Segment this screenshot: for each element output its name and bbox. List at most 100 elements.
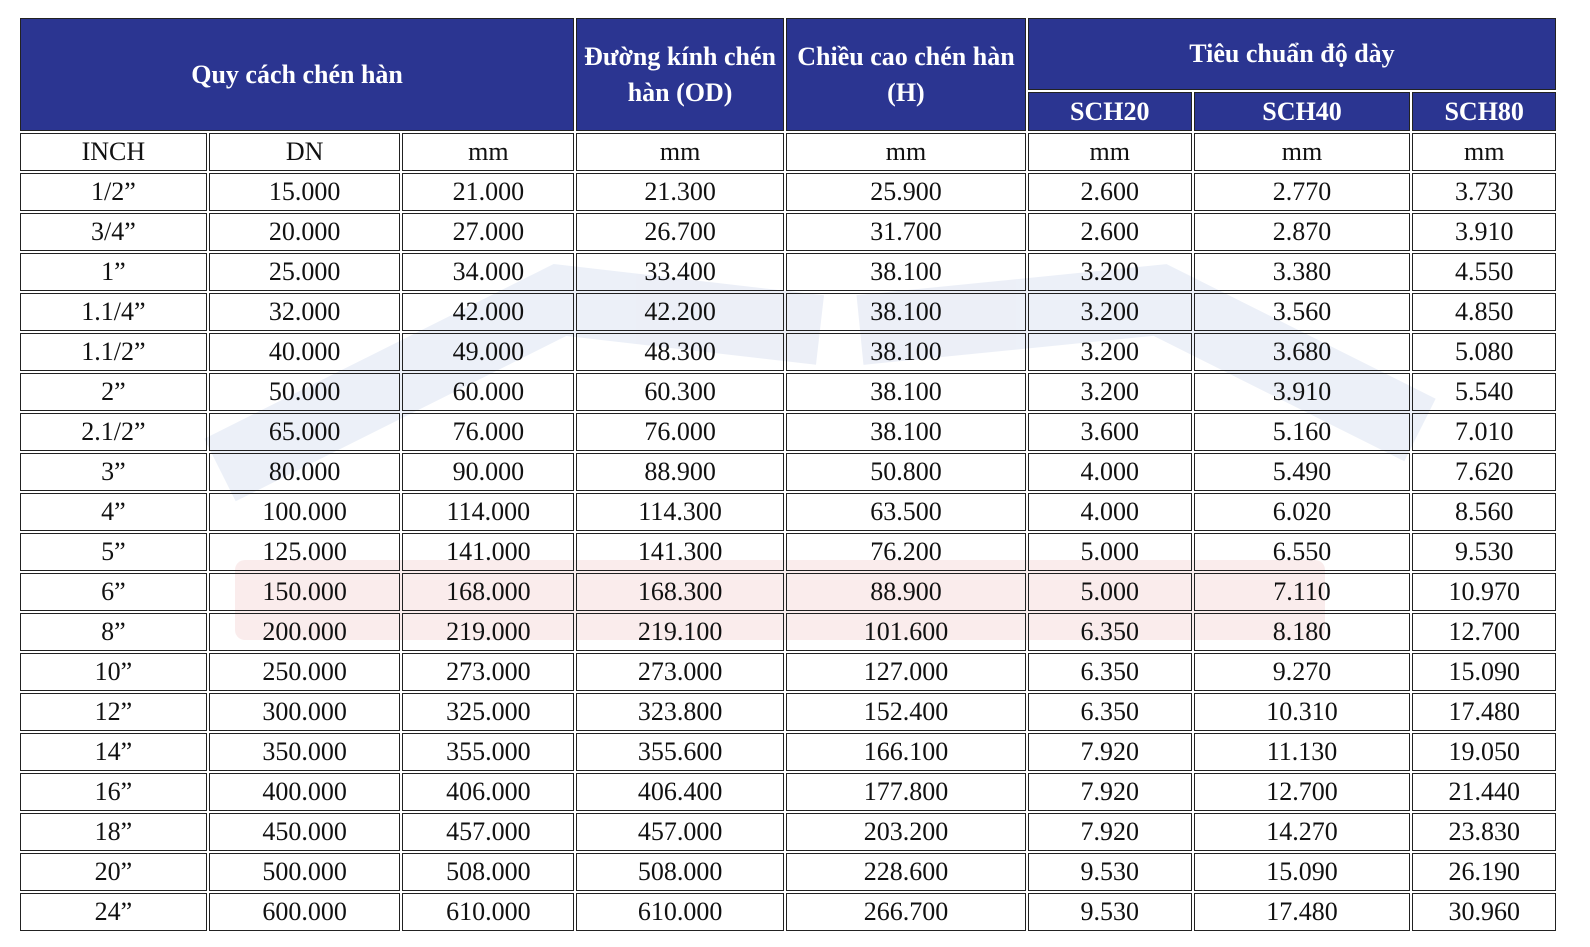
table-cell: 273.000 — [402, 653, 575, 691]
table-cell: 15.090 — [1193, 853, 1411, 891]
table-cell: 14.270 — [1193, 813, 1411, 851]
table-cell: 168.300 — [576, 573, 784, 611]
table-cell: 4” — [20, 493, 207, 531]
table-cell: 450.000 — [208, 813, 401, 851]
header-cap-height: Chiều cao chén hàn (H) — [785, 18, 1026, 131]
table-cell: 228.600 — [785, 853, 1026, 891]
table-cell: 3.910 — [1193, 373, 1411, 411]
table-cell: 5.490 — [1193, 453, 1411, 491]
table-cell: 20” — [20, 853, 207, 891]
table-cell: 7.920 — [1027, 733, 1192, 771]
table-cell: 5.160 — [1193, 413, 1411, 451]
table-cell: 9.530 — [1027, 853, 1192, 891]
table-cell: 406.400 — [576, 773, 784, 811]
header-sch40: SCH40 — [1193, 92, 1411, 131]
table-cell: 2.600 — [1027, 173, 1192, 211]
table-cell: 3/4” — [20, 213, 207, 251]
table-cell: 3” — [20, 453, 207, 491]
table-cell: 34.000 — [402, 253, 575, 291]
table-cell: 2.870 — [1193, 213, 1411, 251]
table-cell: 20.000 — [208, 213, 401, 251]
table-cell: 31.700 — [785, 213, 1026, 251]
table-cell: 6” — [20, 573, 207, 611]
table-cell: 21.000 — [402, 173, 575, 211]
table-cell: 42.000 — [402, 293, 575, 331]
table-cell: 38.100 — [785, 373, 1026, 411]
table-cell: 49.000 — [402, 333, 575, 371]
header-sch20: SCH20 — [1027, 92, 1192, 131]
table-row: 4” 100.000 114.000 114.300 63.500 4.000 6.020 8… — [20, 493, 1556, 531]
table-cell: 266.700 — [785, 893, 1026, 931]
table-cell: 19.050 — [1412, 733, 1556, 771]
header-spec: Quy cách chén hàn — [20, 18, 575, 131]
table-row: 1” 25.000 34.000 33.400 38.100 3.200 3.380 4.55… — [20, 253, 1556, 291]
table-cell: 88.900 — [785, 573, 1026, 611]
table-cell: 5.000 — [1027, 533, 1192, 571]
table-cell: 9.270 — [1193, 653, 1411, 691]
table-cell: 3.560 — [1193, 293, 1411, 331]
table-row: 5” 125.000 141.000 141.300 76.200 5.000 6.550 9… — [20, 533, 1556, 571]
unit-cell: DN — [208, 133, 401, 171]
table-cell: 4.850 — [1412, 293, 1556, 331]
table-cell: 11.130 — [1193, 733, 1411, 771]
table-cell: 9.530 — [1027, 893, 1192, 931]
table-cell: 50.000 — [208, 373, 401, 411]
table-cell: 508.000 — [576, 853, 784, 891]
table-cell: 60.000 — [402, 373, 575, 411]
unit-cell: mm — [1027, 133, 1192, 171]
unit-cell: mm — [402, 133, 575, 171]
table-cell: 8.560 — [1412, 493, 1556, 531]
table-cell: 21.300 — [576, 173, 784, 211]
table-cell: 152.400 — [785, 693, 1026, 731]
table-cell: 27.000 — [402, 213, 575, 251]
table-cell: 38.100 — [785, 293, 1026, 331]
table-cell: 1/2” — [20, 173, 207, 211]
table-cell: 2.770 — [1193, 173, 1411, 211]
table-cell: 15.090 — [1412, 653, 1556, 691]
unit-cell: mm — [1193, 133, 1411, 171]
unit-cell: mm — [785, 133, 1026, 171]
units-row: INCH DN mm mm mm mm mm mm — [20, 133, 1556, 171]
table-cell: 38.100 — [785, 333, 1026, 371]
table-cell: 127.000 — [785, 653, 1026, 691]
table-cell: 7.010 — [1412, 413, 1556, 451]
table-row: 2.1/2” 65.000 76.000 76.000 38.100 3.600 5.160… — [20, 413, 1556, 451]
table-cell: 14” — [20, 733, 207, 771]
table-cell: 610.000 — [576, 893, 784, 931]
table-cell: 25.000 — [208, 253, 401, 291]
table-cell: 3.200 — [1027, 373, 1192, 411]
table-cell: 26.700 — [576, 213, 784, 251]
header-sch80: SCH80 — [1412, 92, 1556, 131]
table-cell: 4.550 — [1412, 253, 1556, 291]
table-cell: 6.550 — [1193, 533, 1411, 571]
table-cell: 38.100 — [785, 413, 1026, 451]
table-cell: 16” — [20, 773, 207, 811]
table-cell: 406.000 — [402, 773, 575, 811]
table-cell: 9.530 — [1412, 533, 1556, 571]
table-cell: 273.000 — [576, 653, 784, 691]
table-cell: 42.200 — [576, 293, 784, 331]
table-cell: 88.900 — [576, 453, 784, 491]
table-cell: 3.600 — [1027, 413, 1192, 451]
table-cell: 60.300 — [576, 373, 784, 411]
table-cell: 400.000 — [208, 773, 401, 811]
header-thickness-standard: Tiêu chuẩn độ dày — [1027, 18, 1556, 90]
table-cell: 1.1/4” — [20, 293, 207, 331]
table-row: 18” 450.000 457.000 457.000 203.200 7.920 14.2… — [20, 813, 1556, 851]
table-cell: 24” — [20, 893, 207, 931]
table-cell: 8” — [20, 613, 207, 651]
table-cell: 3.200 — [1027, 333, 1192, 371]
table-cell: 5” — [20, 533, 207, 571]
table-row: 6” 150.000 168.000 168.300 88.900 5.000 7.110 1… — [20, 573, 1556, 611]
table-cell: 12.700 — [1412, 613, 1556, 651]
table-cell: 26.190 — [1412, 853, 1556, 891]
table-cell: 219.000 — [402, 613, 575, 651]
table-cell: 610.000 — [402, 893, 575, 931]
table-cell: 355.600 — [576, 733, 784, 771]
table-cell: 350.000 — [208, 733, 401, 771]
table-cell: 1” — [20, 253, 207, 291]
table-cell: 500.000 — [208, 853, 401, 891]
table-cell: 12” — [20, 693, 207, 731]
table-row: 1/2” 15.000 21.000 21.300 25.900 2.600 2.770 3.… — [20, 173, 1556, 211]
table-cell: 90.000 — [402, 453, 575, 491]
